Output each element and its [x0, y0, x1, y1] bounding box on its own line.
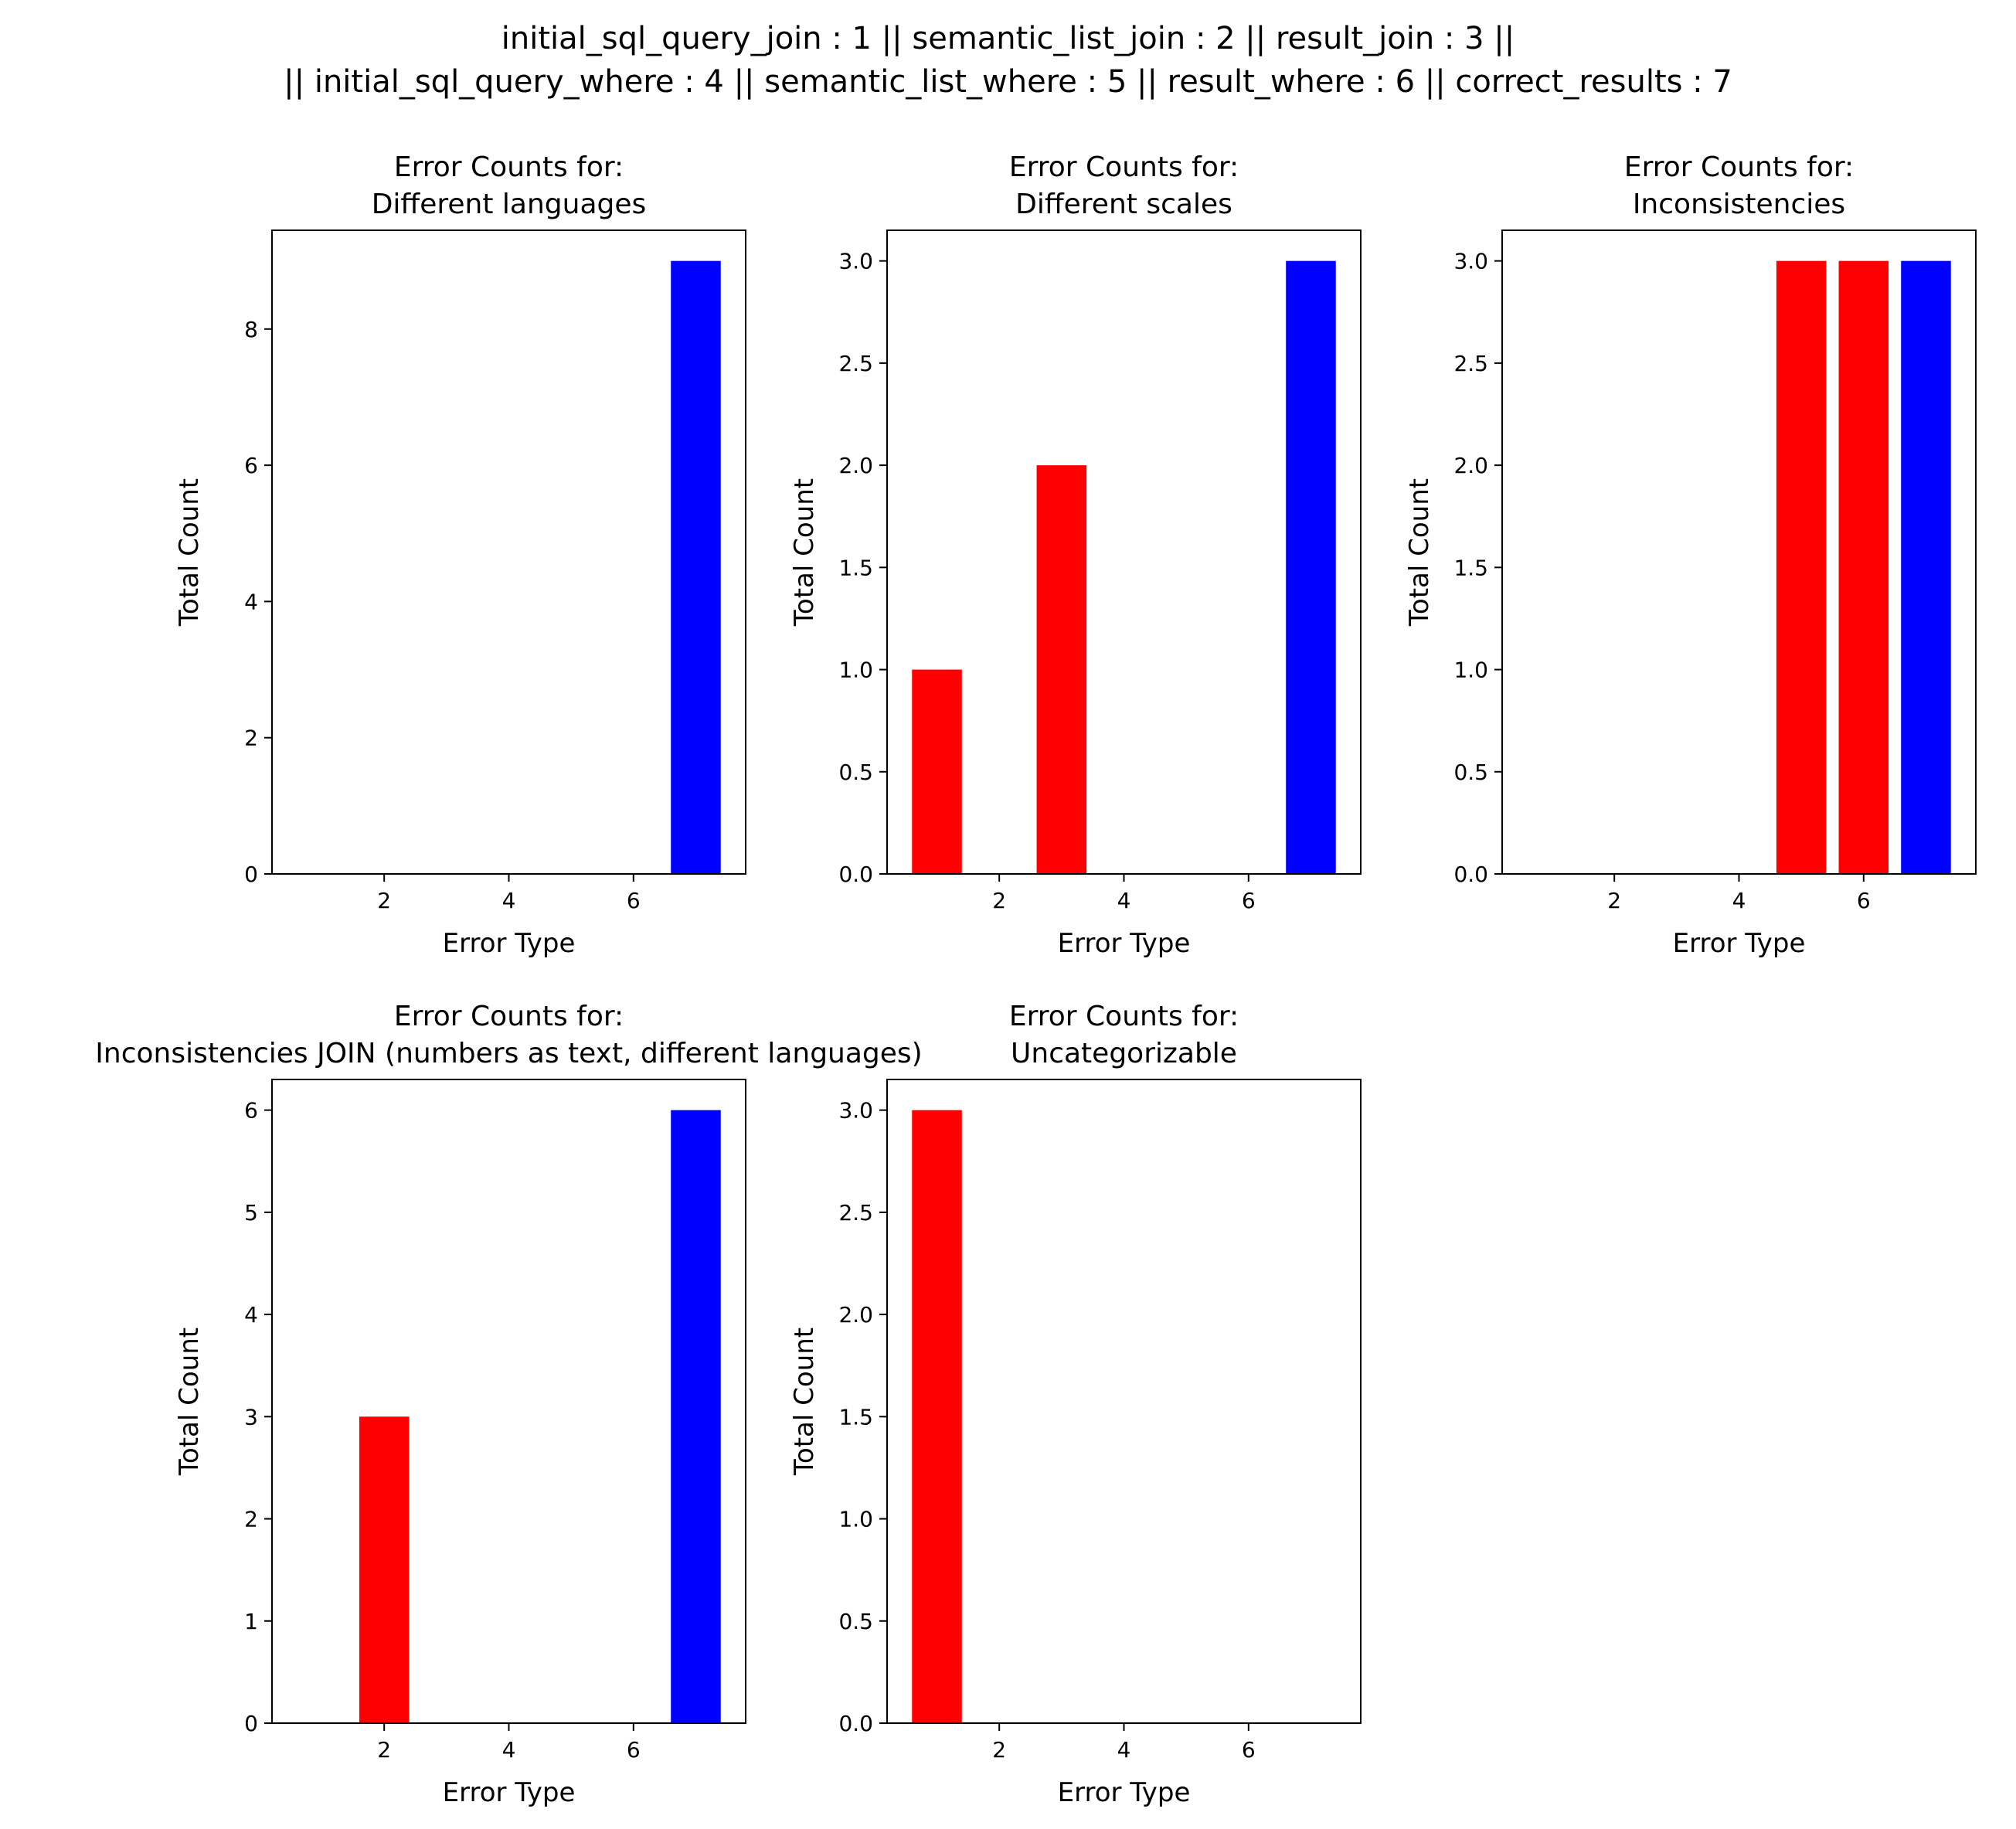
y-tick-label: 0.5	[838, 1609, 873, 1634]
x-tick-label: 4	[502, 1737, 516, 1763]
y-tick-label: 2.5	[838, 351, 873, 376]
y-tick-label: 0	[244, 862, 258, 887]
y-tick-label: 8	[244, 317, 258, 342]
y-tick-label: 1	[244, 1609, 258, 1634]
y-tick-label: 0.0	[1453, 862, 1488, 887]
chart-title: Inconsistencies	[1633, 189, 1845, 220]
chart-title: Uncategorizable	[1011, 1038, 1237, 1069]
chart-panel: 2 4 6 0.0 0.5 1.0 1.5 2.0 2.5 3.0 Error Type Total …	[789, 1001, 1362, 1808]
x-axis-label: Error Type	[443, 928, 576, 959]
y-tick-label: 3	[244, 1404, 258, 1430]
y-axis-label: Total Count	[789, 478, 820, 627]
bar	[359, 1416, 410, 1723]
chart-title: Error Counts for:	[394, 151, 624, 183]
bar	[1036, 465, 1087, 874]
x-tick-label: 6	[627, 1737, 641, 1763]
x-tick-label: 2	[1607, 888, 1621, 913]
y-axis-label: Total Count	[174, 1328, 205, 1476]
x-tick-label: 6	[1242, 888, 1256, 913]
x-tick-label: 6	[1857, 888, 1871, 913]
y-tick-label: 3.0	[838, 249, 873, 274]
y-tick-label: 0.0	[838, 862, 873, 887]
y-tick-label: 4	[244, 589, 258, 614]
y-tick-label: 2	[244, 1507, 258, 1532]
bar	[912, 669, 962, 874]
y-tick-label: 2	[244, 726, 258, 751]
x-tick-label: 4	[1732, 888, 1746, 913]
chart-title: Error Counts for:	[394, 1001, 624, 1032]
x-tick-label: 2	[377, 888, 391, 913]
y-tick-label: 2.0	[838, 1302, 873, 1328]
y-axis-label: Total Count	[1404, 478, 1435, 627]
y-tick-label: 3.0	[1453, 249, 1488, 274]
y-tick-label: 2.0	[1453, 453, 1488, 478]
y-tick-label: 1.5	[1453, 555, 1488, 580]
bar	[671, 260, 721, 875]
y-tick-label: 2.5	[838, 1200, 873, 1226]
y-tick-label: 6	[244, 453, 258, 478]
chart-title: Error Counts for:	[1624, 151, 1854, 183]
y-tick-label: 4	[244, 1302, 258, 1328]
bar	[912, 1110, 962, 1723]
y-tick-label: 1.0	[1453, 658, 1488, 683]
y-tick-label: 3.0	[838, 1098, 873, 1124]
x-tick-label: 4	[1117, 888, 1131, 913]
y-tick-label: 1.5	[838, 1404, 873, 1430]
y-tick-label: 2.5	[1453, 351, 1488, 376]
y-tick-label: 6	[244, 1098, 258, 1124]
y-tick-label: 0	[244, 1711, 258, 1736]
y-tick-label: 0.0	[838, 1711, 873, 1736]
suptitle-line-1: initial_sql_query_join : 1 || semantic_l…	[501, 21, 1515, 56]
chart-panel: 2 4 6 0.0 0.5 1.0 1.5 2.0 2.5 3.0 Error Type Total …	[1404, 151, 1977, 959]
figure-suptitle: initial_sql_query_join : 1 || semantic_l…	[0, 17, 2016, 104]
x-axis-label: Error Type	[1673, 928, 1806, 959]
bar	[1901, 260, 1951, 875]
bar	[1776, 260, 1827, 875]
y-tick-label: 2.0	[838, 453, 873, 478]
suptitle-line-2: || initial_sql_query_where : 4 || semant…	[284, 64, 1732, 100]
x-axis-label: Error Type	[1058, 1777, 1191, 1808]
x-axis-label: Error Type	[1058, 928, 1191, 959]
bar	[671, 1110, 721, 1723]
chart-panel: 2 4 6 0.0 0.5 1.0 1.5 2.0 2.5 3.0 Error Type Total …	[789, 151, 1362, 959]
chart-title: Inconsistencies JOIN (numbers as text, d…	[95, 1038, 922, 1069]
x-tick-label: 4	[502, 888, 516, 913]
y-tick-label: 1.5	[838, 555, 873, 580]
chart-panel: 2 4 6 0 2 4 6 8 Error Type Total Count Error Count…	[174, 151, 746, 959]
chart-title: Different languages	[372, 189, 647, 220]
bar	[1286, 260, 1336, 875]
chart-title: Error Counts for:	[1009, 1001, 1239, 1032]
y-axis-label: Total Count	[789, 1328, 820, 1476]
chart-title: Different scales	[1015, 189, 1232, 220]
y-tick-label: 1.0	[838, 1507, 873, 1532]
y-tick-label: 1.0	[838, 658, 873, 683]
y-tick-label: 0.5	[838, 760, 873, 785]
x-tick-label: 2	[992, 888, 1006, 913]
y-axis-label: Total Count	[174, 478, 205, 627]
x-axis-label: Error Type	[443, 1777, 576, 1808]
chart-panel: 2 4 6 0 1 2 3 4 5 6 Error Type Total Count Error Cou…	[95, 1001, 922, 1808]
x-tick-label: 6	[1242, 1737, 1256, 1763]
x-tick-label: 2	[992, 1737, 1006, 1763]
x-tick-label: 2	[377, 1737, 391, 1763]
bar	[1838, 260, 1889, 875]
y-tick-label: 0.5	[1453, 760, 1488, 785]
x-tick-label: 4	[1117, 1737, 1131, 1763]
x-tick-label: 6	[627, 888, 641, 913]
chart-title: Error Counts for:	[1009, 151, 1239, 183]
y-tick-label: 5	[244, 1200, 258, 1226]
